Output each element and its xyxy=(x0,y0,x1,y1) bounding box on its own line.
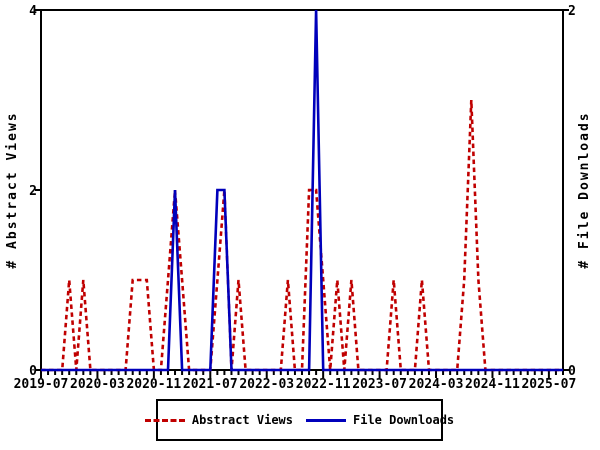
x-tick-label: 2022-11 xyxy=(296,377,351,392)
series-line-file-downloads xyxy=(41,9,563,372)
left-y-tick-label: 0 xyxy=(29,364,37,379)
x-tick-label: 2021-07 xyxy=(183,377,238,392)
legend-item-abstract-views: Abstract Views xyxy=(144,413,293,427)
x-tick-label: 2022-03 xyxy=(239,377,294,392)
x-tick-label: 2023-07 xyxy=(352,377,407,392)
x-tick-label: 2019-07 xyxy=(14,377,69,392)
legend-label-abstract-views: Abstract Views xyxy=(191,413,293,427)
axis-ticks xyxy=(35,9,569,378)
x-tick-label: 2020-03 xyxy=(70,377,125,392)
x-tick-label: 2025-07 xyxy=(521,377,576,392)
left-y-tick-label: 4 xyxy=(29,4,37,19)
left-axis-title: # Abstract Views xyxy=(5,111,20,268)
axis-tick-labels: 2019-07 2020-03 2020-11 2021-07 2022-03 2022-… xyxy=(14,4,577,392)
legend-item-file-downloads: File Downloads xyxy=(306,413,454,427)
x-tick-label: 2020-11 xyxy=(126,377,181,392)
legend-label-file-downloads: File Downloads xyxy=(353,413,455,427)
right-y-tick-label: 2 xyxy=(568,4,576,19)
dashed-line-sample-icon xyxy=(144,418,185,422)
x-tick-label: 2024-03 xyxy=(409,377,464,392)
data-series xyxy=(41,9,563,372)
x-tick-label: 2024-11 xyxy=(465,377,520,392)
chart-legend: Abstract Views File Downloads xyxy=(144,399,454,441)
solid-line-sample-icon xyxy=(306,418,346,422)
left-y-tick-label: 2 xyxy=(29,184,37,199)
series-line-abstract-views xyxy=(41,99,563,372)
plot-frame xyxy=(40,9,564,371)
right-axis-title: # File Downloads xyxy=(577,111,592,268)
right-y-tick-label: 0 xyxy=(568,364,576,379)
